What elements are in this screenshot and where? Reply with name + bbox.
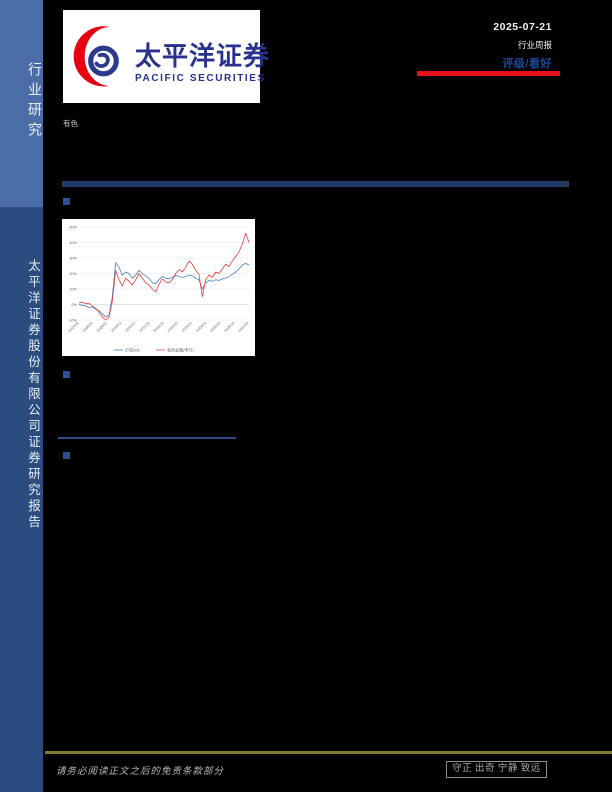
svg-text:24/10/22: 24/10/22 <box>110 321 122 333</box>
line-chart: 50%40%30%20%10%0%-10%24/07/22 24/08/22 24/… <box>68 225 250 352</box>
rating-underline-bar <box>417 71 560 76</box>
svg-text:-10%: -10% <box>68 318 77 322</box>
svg-text:24/08/22: 24/08/22 <box>82 321 94 333</box>
sidebar-industry-research: 行业研究 <box>0 0 43 207</box>
company-logo: 太平洋证券 PACIFIC SECURITIES <box>63 10 271 103</box>
svg-text:24/09/22: 24/09/22 <box>96 321 108 333</box>
thin-divider-line <box>58 437 236 439</box>
pacific-securities-logo-icon <box>73 26 119 87</box>
svg-text:有色金属(申万): 有色金属(申万) <box>167 346 194 352</box>
logo-chinese-name: 太平洋证券 <box>135 41 271 71</box>
footer-gold-line <box>45 751 612 754</box>
svg-text:10%: 10% <box>69 287 77 291</box>
report-type: 行业周报 <box>517 40 552 50</box>
svg-text:沪深300: 沪深300 <box>125 346 140 352</box>
svg-text:25/06/22: 25/06/22 <box>223 321 235 333</box>
svg-text:25/04/22: 25/04/22 <box>195 321 207 333</box>
bullet-square-3 <box>63 452 70 459</box>
svg-text:25/01/22: 25/01/22 <box>153 321 165 333</box>
logo-english-name: PACIFIC SECURITIES <box>135 73 266 84</box>
industry-tag: 有色 <box>63 119 78 128</box>
svg-text:25/05/22: 25/05/22 <box>209 321 221 333</box>
rating-label: 评级/看好 <box>502 58 552 70</box>
bullet-square-2 <box>63 371 70 378</box>
sidebar-top-label: 行业研究 <box>26 62 41 142</box>
svg-text:50%: 50% <box>69 225 77 229</box>
performance-chart: 50% 40% 30% 20% 10% 0% -10% 24/07/22 24/08/22 24/… <box>62 219 255 356</box>
footer-disclaimer: 请务必阅读正文之后的免责条款部分 <box>56 767 225 777</box>
svg-text:24/11/22: 24/11/22 <box>124 321 136 333</box>
svg-text:24/12/22: 24/12/22 <box>138 321 150 333</box>
svg-text:20%: 20% <box>69 272 77 276</box>
svg-text:40%: 40% <box>69 241 77 245</box>
section-divider-bar <box>62 181 569 187</box>
footer-motto-box: 守正 出奇 宁静 致远 <box>446 761 547 778</box>
header-meta: 2025-07-21 行业周报 评级/看好 <box>493 21 552 71</box>
svg-text:24/07/22: 24/07/22 <box>68 321 80 333</box>
svg-text:25/03/22: 25/03/22 <box>181 321 193 333</box>
sidebar-company-banner: 太平洋证券股份有限公司证券研究报告 <box>0 207 43 792</box>
report-date: 2025-07-21 <box>493 21 552 33</box>
svg-text:25/07/22: 25/07/22 <box>238 321 250 333</box>
bullet-square-1 <box>63 198 70 205</box>
svg-text:25/02/22: 25/02/22 <box>167 321 179 333</box>
svg-text:0%: 0% <box>72 303 78 307</box>
svg-text:30%: 30% <box>69 256 77 260</box>
sidebar-bottom-label: 太平洋证券股份有限公司证券研究报告 <box>26 259 40 531</box>
